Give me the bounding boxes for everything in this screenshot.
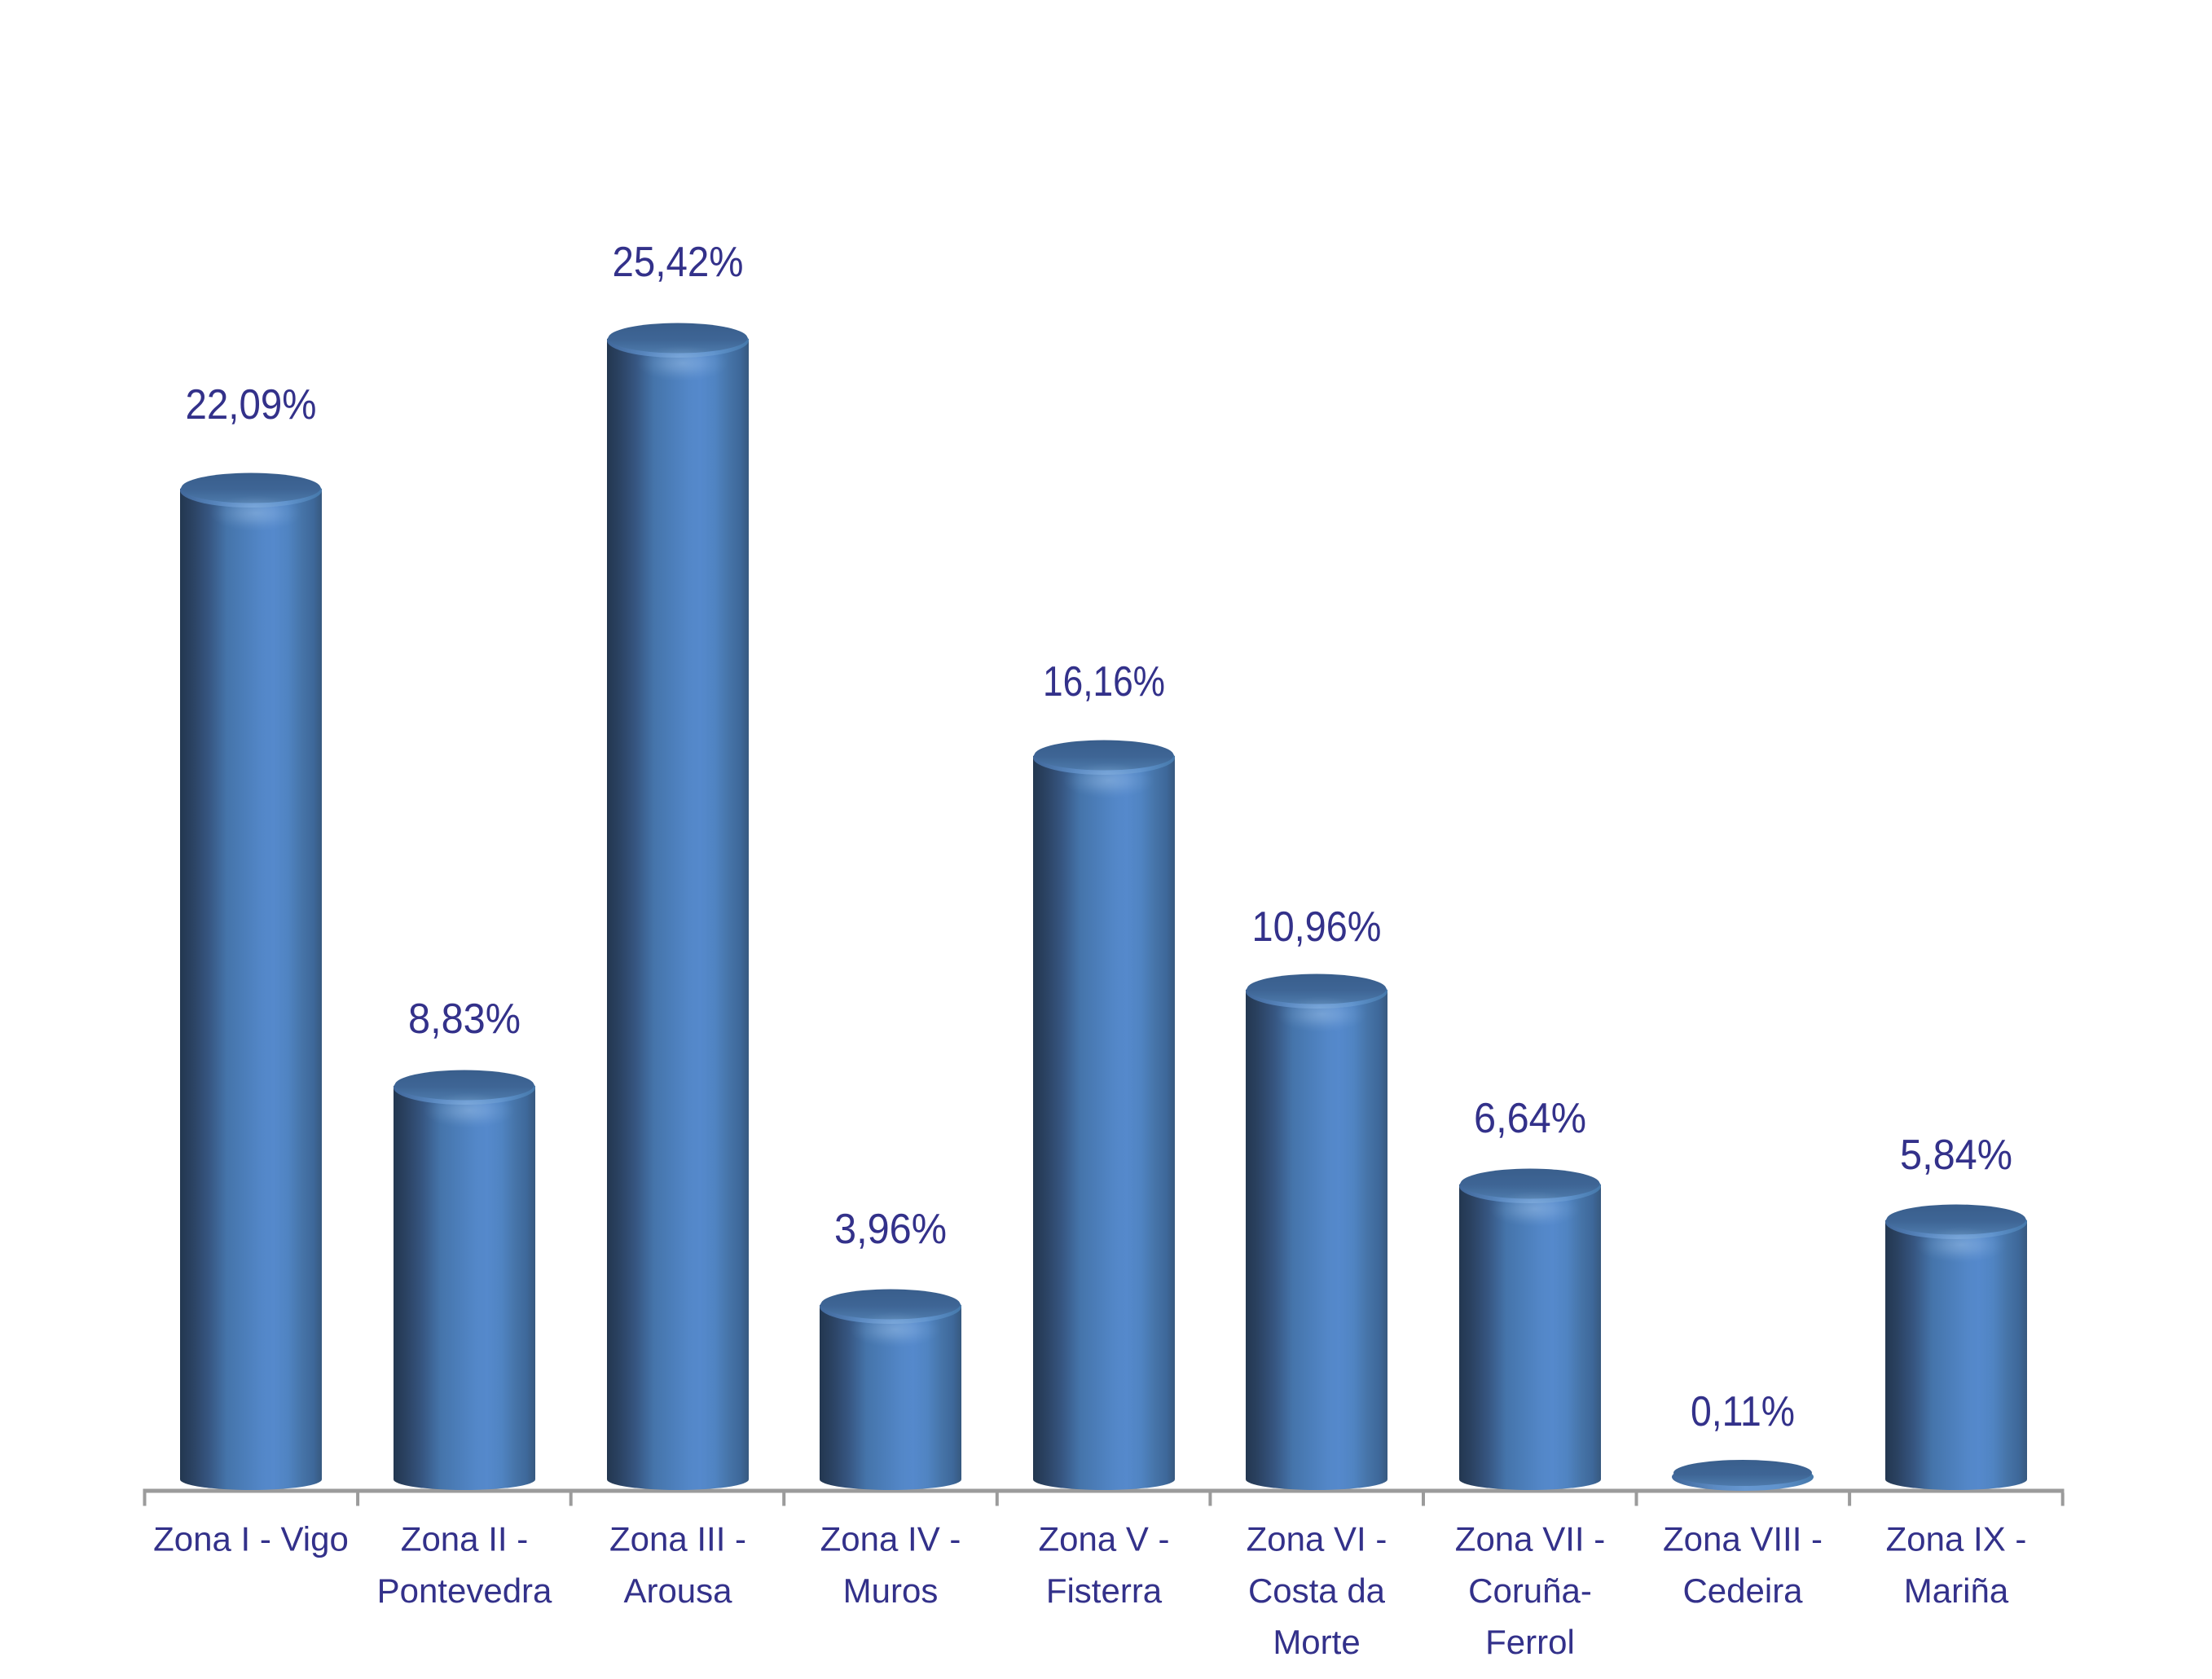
svg-text:Zona III -: Zona III - bbox=[609, 1520, 746, 1558]
svg-text:Zona VIII -: Zona VIII - bbox=[1663, 1520, 1823, 1558]
svg-text:5,84%: 5,84% bbox=[1900, 1132, 2012, 1179]
svg-text:Zona VII -: Zona VII - bbox=[1455, 1520, 1605, 1558]
svg-text:Costa da: Costa da bbox=[1248, 1571, 1386, 1610]
svg-text:Zona VI -: Zona VI - bbox=[1247, 1520, 1387, 1558]
svg-text:Pontevedra: Pontevedra bbox=[377, 1571, 552, 1610]
svg-text:Zona IX -: Zona IX - bbox=[1886, 1520, 2027, 1558]
svg-text:Cedeira: Cedeira bbox=[1682, 1571, 1803, 1610]
svg-text:Fisterra: Fisterra bbox=[1046, 1571, 1163, 1610]
svg-text:Arousa: Arousa bbox=[623, 1571, 732, 1610]
svg-text:25,42%: 25,42% bbox=[613, 239, 744, 286]
svg-text:Zona II -: Zona II - bbox=[401, 1520, 528, 1558]
svg-text:8,83%: 8,83% bbox=[408, 996, 521, 1043]
svg-text:3,96%: 3,96% bbox=[834, 1206, 947, 1253]
svg-text:6,64%: 6,64% bbox=[1474, 1095, 1586, 1142]
svg-text:Muros: Muros bbox=[843, 1571, 939, 1610]
svg-text:Morte: Morte bbox=[1273, 1623, 1360, 1661]
svg-text:16,16%: 16,16% bbox=[1043, 658, 1165, 705]
svg-text:Ferrol: Ferrol bbox=[1485, 1623, 1575, 1661]
svg-text:Zona I - Vigo: Zona I - Vigo bbox=[153, 1520, 349, 1558]
svg-text:0,11%: 0,11% bbox=[1691, 1388, 1795, 1435]
svg-text:10,96%: 10,96% bbox=[1252, 903, 1382, 951]
svg-text:Zona IV -: Zona IV - bbox=[820, 1520, 961, 1558]
svg-text:Coruña-: Coruña- bbox=[1468, 1571, 1592, 1610]
svg-text:Mariña: Mariña bbox=[1904, 1571, 2009, 1610]
svg-text:22,09%: 22,09% bbox=[186, 381, 317, 429]
svg-text:Zona V -: Zona V - bbox=[1038, 1520, 1169, 1558]
